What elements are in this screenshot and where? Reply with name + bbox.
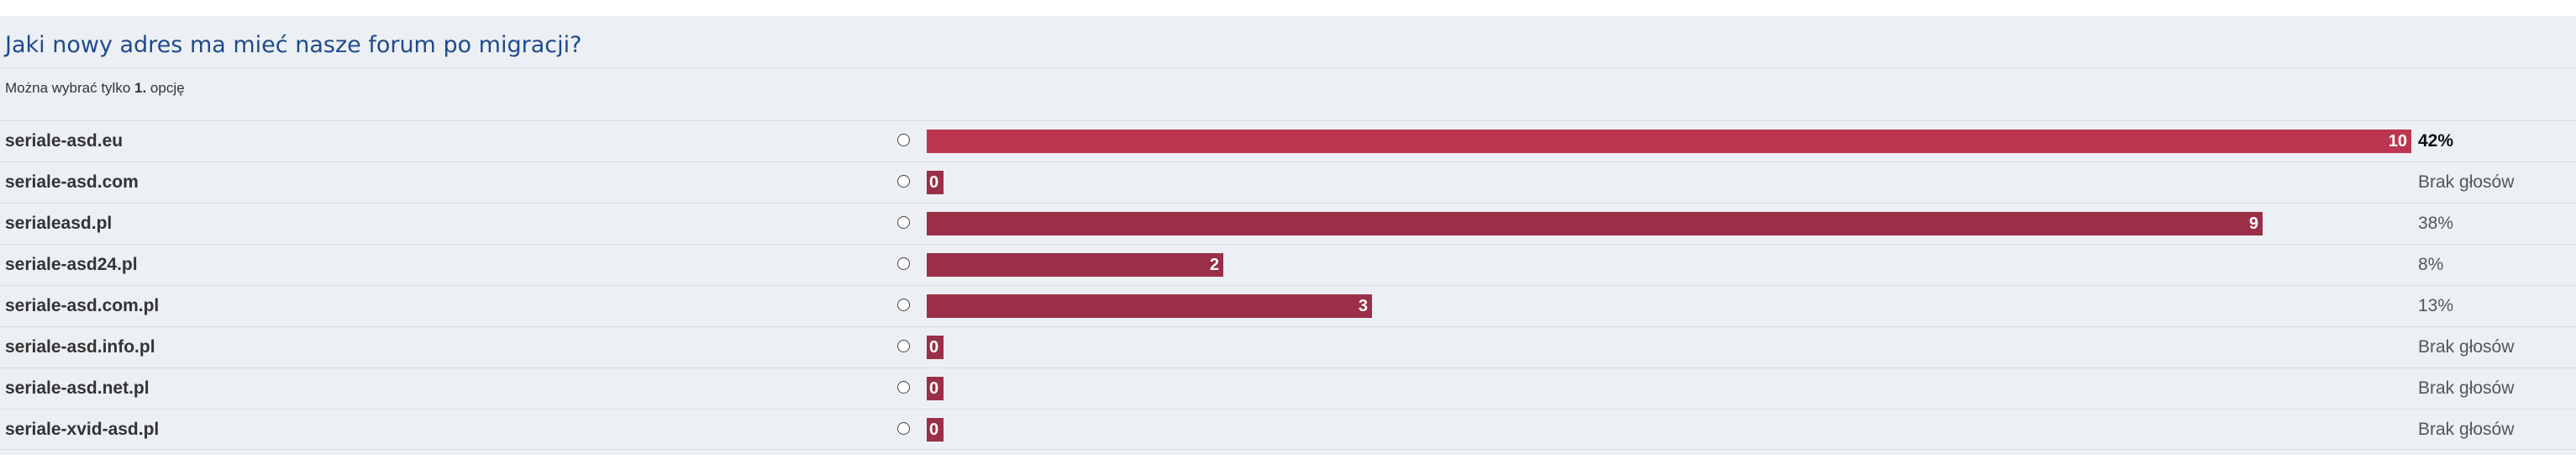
poll-option-row: seriale-asd24.pl 2 8%: [0, 244, 2576, 285]
poll-options: seriale-asd.eu 10 42% seriale-asd.com 0 …: [0, 120, 2576, 450]
poll-option-result: 38%: [2418, 214, 2454, 233]
poll-option-radio[interactable]: [897, 422, 910, 435]
poll-option-result: 8%: [2418, 255, 2444, 274]
poll-option-vote-count: 0: [929, 173, 939, 192]
poll-hint-suffix: opcję: [146, 80, 185, 96]
poll-bar-track: 3: [927, 293, 2411, 318]
poll-bar-track: 0: [927, 334, 2411, 359]
poll-option-row: serialeasd.pl 9 38%: [0, 203, 2576, 244]
poll-option-vote-count: 3: [1358, 297, 1368, 315]
poll-option-label: seriale-xvid-asd.pl: [5, 420, 160, 439]
poll-option-radio[interactable]: [897, 216, 910, 229]
poll-option-radio[interactable]: [897, 340, 910, 352]
poll-option-label: seriale-asd.com: [5, 172, 139, 192]
poll-option-bar: 0: [927, 418, 944, 442]
poll-option-vote-count: 9: [2248, 214, 2258, 233]
poll-option-radio[interactable]: [897, 257, 910, 270]
poll-option-result: Brak głosów: [2418, 172, 2515, 192]
poll-option-bar: 0: [927, 377, 944, 400]
poll-option-result: 42%: [2418, 131, 2454, 151]
poll-option-bar: 0: [927, 171, 944, 194]
poll-option-bar: 10: [927, 130, 2411, 153]
poll-option-label: seriale-asd.com.pl: [5, 296, 160, 315]
poll-bar-track: 0: [927, 416, 2411, 442]
poll-option-radio[interactable]: [897, 175, 910, 188]
poll-option-label: seriale-asd.net.pl: [5, 378, 150, 398]
poll-option-radio[interactable]: [897, 381, 910, 394]
poll-option-radio[interactable]: [897, 134, 910, 146]
poll-bar-track: 0: [927, 375, 2411, 400]
poll-option-radio[interactable]: [897, 299, 910, 311]
poll-option-bar: 9: [927, 212, 2263, 235]
poll-title: Jaki nowy adres ma mieć nasze forum po m…: [5, 32, 582, 58]
poll-bar-track: 2: [927, 251, 2411, 277]
poll-option-label: seriale-asd24.pl: [5, 255, 138, 274]
poll-option-bar: 3: [927, 294, 1372, 318]
poll-bar-track: 10: [927, 128, 2411, 153]
poll-hint: Można wybrać tylko 1. opcję: [5, 80, 185, 97]
poll-option-result: Brak głosów: [2418, 337, 2515, 357]
poll-option-row: seriale-xvid-asd.pl 0 Brak głosów: [0, 409, 2576, 450]
poll-hint-prefix: Można wybrać tylko: [5, 80, 134, 96]
poll-panel: [0, 16, 2576, 455]
poll-option-result: Brak głosów: [2418, 378, 2515, 398]
poll-option-bar: 0: [927, 336, 944, 359]
poll-option-bar: 2: [927, 253, 1223, 277]
poll-option-vote-count: 0: [929, 421, 939, 439]
poll-bar-track: 9: [927, 210, 2411, 235]
poll-option-label: seriale-asd.info.pl: [5, 337, 155, 357]
poll-option-label: serialeasd.pl: [5, 214, 113, 233]
poll-option-vote-count: 10: [2388, 132, 2407, 151]
poll-option-row: seriale-asd.eu 10 42%: [0, 120, 2576, 161]
poll-option-vote-count: 2: [1209, 256, 1219, 274]
poll-option-row: seriale-asd.info.pl 0 Brak głosów: [0, 326, 2576, 368]
poll-option-vote-count: 0: [929, 338, 939, 357]
poll-option-row: seriale-asd.com 0 Brak głosów: [0, 161, 2576, 203]
poll-option-row: seriale-asd.net.pl 0 Brak głosów: [0, 368, 2576, 409]
poll-option-label: seriale-asd.eu: [5, 131, 124, 151]
poll-option-vote-count: 0: [929, 379, 939, 398]
poll-option-result: Brak głosów: [2418, 420, 2515, 439]
poll-hint-count: 1.: [134, 80, 147, 96]
poll-divider: [0, 67, 2576, 68]
poll-option-result: 13%: [2418, 296, 2454, 315]
poll-bar-track: 0: [927, 169, 2411, 194]
poll-option-row: seriale-asd.com.pl 3 13%: [0, 285, 2576, 326]
